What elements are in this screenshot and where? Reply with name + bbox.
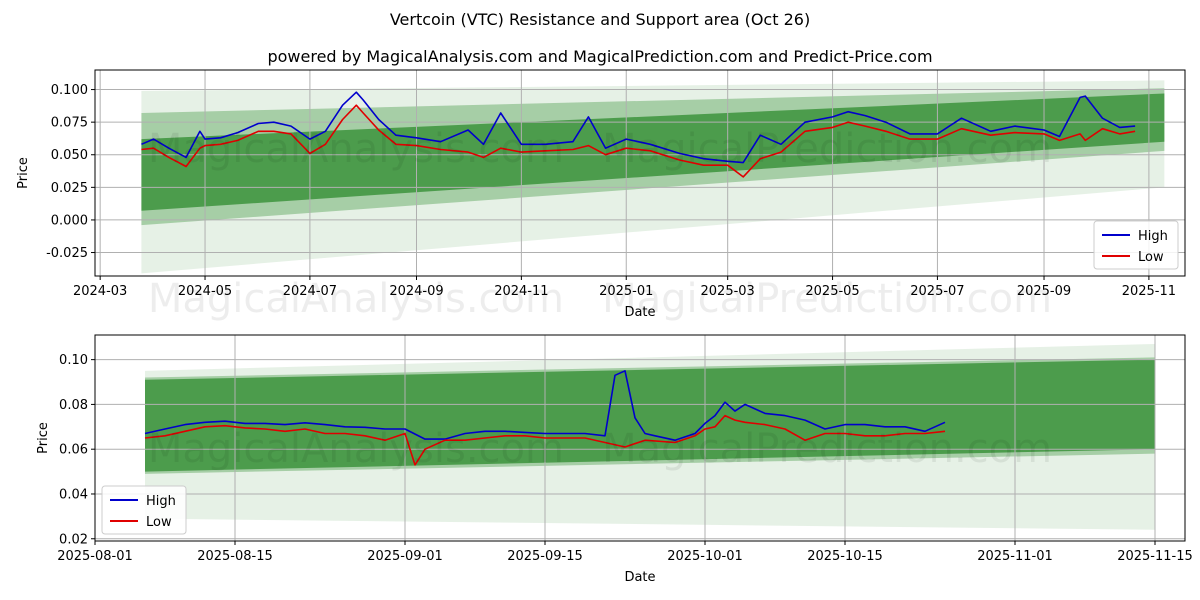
top-y-tick-label: -0.025: [46, 246, 88, 261]
top-x-tick-label: 2025-01: [599, 284, 653, 299]
top-x-tick-label: 2025-09: [1017, 284, 1071, 299]
bottom-y-tick-label: 0.02: [59, 532, 88, 547]
top-y-tick-label: 0.000: [51, 213, 88, 228]
bottom-band-inner: [145, 359, 1155, 472]
bottom-x-tick-label: 2025-11-01: [977, 549, 1053, 564]
top-y-tick-label: 0.100: [51, 83, 88, 98]
top-series-high-line: [141, 91, 1136, 164]
top-x-tick-label: 2025-07: [910, 284, 964, 299]
top-y-tick-label: 0.025: [51, 181, 88, 196]
top-x-tick-label: 2024-11: [494, 284, 548, 299]
bottom-y-tick-label: 0.08: [59, 398, 88, 413]
bottom-chart-panel: 2025-08-01 2025-08-15 2025-09-01 2025-09-15…: [36, 334, 1193, 585]
chart-subtitle: powered by MagicalAnalysis.com and Magic…: [267, 47, 932, 66]
top-series-low-line: [141, 104, 1136, 178]
bottom-x-tick-label: 2025-08-01: [57, 549, 133, 564]
top-chart-panel: 2024-03 2024-05 2024-07 2024-09 2024-11 2025-…: [16, 69, 1186, 320]
bottom-x-tick-label: 2025-09-15: [507, 549, 583, 564]
bottom-y-tick-label: 0.06: [59, 443, 88, 458]
bottom-x-tick-label: 2025-08-15: [197, 549, 273, 564]
bottom-y-tick-label: 0.10: [59, 353, 88, 368]
bottom-x-tick-label: 2025-10-01: [667, 549, 743, 564]
top-plot-frame: [94, 69, 1186, 277]
top-x-tick-label: 2025-03: [701, 284, 755, 299]
top-x-tick-label: 2025-11: [1122, 284, 1176, 299]
chart-title: Vertcoin (VTC) Resistance and Support ar…: [390, 10, 810, 29]
bottom-x-axis-label: Date: [624, 570, 655, 585]
bottom-x-tick-label: 2025-11-15: [1117, 549, 1193, 564]
top-x-axis-label: Date: [624, 305, 655, 320]
bottom-x-tick-label: 2025-10-15: [807, 549, 883, 564]
bottom-legend-label-high: High: [146, 494, 176, 509]
bottom-y-tick-label: 0.04: [59, 487, 88, 502]
top-x-tick-label: 2024-05: [178, 284, 232, 299]
top-x-tick-label: 2024-03: [73, 284, 127, 299]
top-legend-label-low: Low: [1138, 250, 1164, 265]
watermark-top: MagicalAnalysis.com MagicalPrediction.co…: [148, 276, 1052, 322]
watermark-bottom: MagicalAnalysis.com MagicalPrediction.co…: [148, 426, 1052, 472]
bottom-plot-frame: [94, 334, 1186, 542]
bottom-series-high-line: [144, 369, 946, 442]
top-x-tick-label: 2025-05: [805, 284, 859, 299]
bottom-y-axis-label: Price: [36, 422, 51, 454]
watermark-top-plot: MagicalAnalysis.com MagicalPrediction.co…: [148, 126, 1052, 172]
bottom-x-tick-label: 2025-09-01: [367, 549, 443, 564]
bottom-series-low-line: [144, 414, 946, 466]
top-y-axis-label: Price: [16, 157, 31, 189]
top-y-tick-label: 0.050: [51, 148, 88, 163]
top-x-tick-label: 2024-07: [283, 284, 337, 299]
top-legend-label-high: High: [1138, 229, 1168, 244]
bottom-legend-label-low: Low: [146, 515, 172, 530]
top-y-tick-label: 0.075: [51, 116, 88, 131]
top-x-tick-label: 2024-09: [389, 284, 443, 299]
